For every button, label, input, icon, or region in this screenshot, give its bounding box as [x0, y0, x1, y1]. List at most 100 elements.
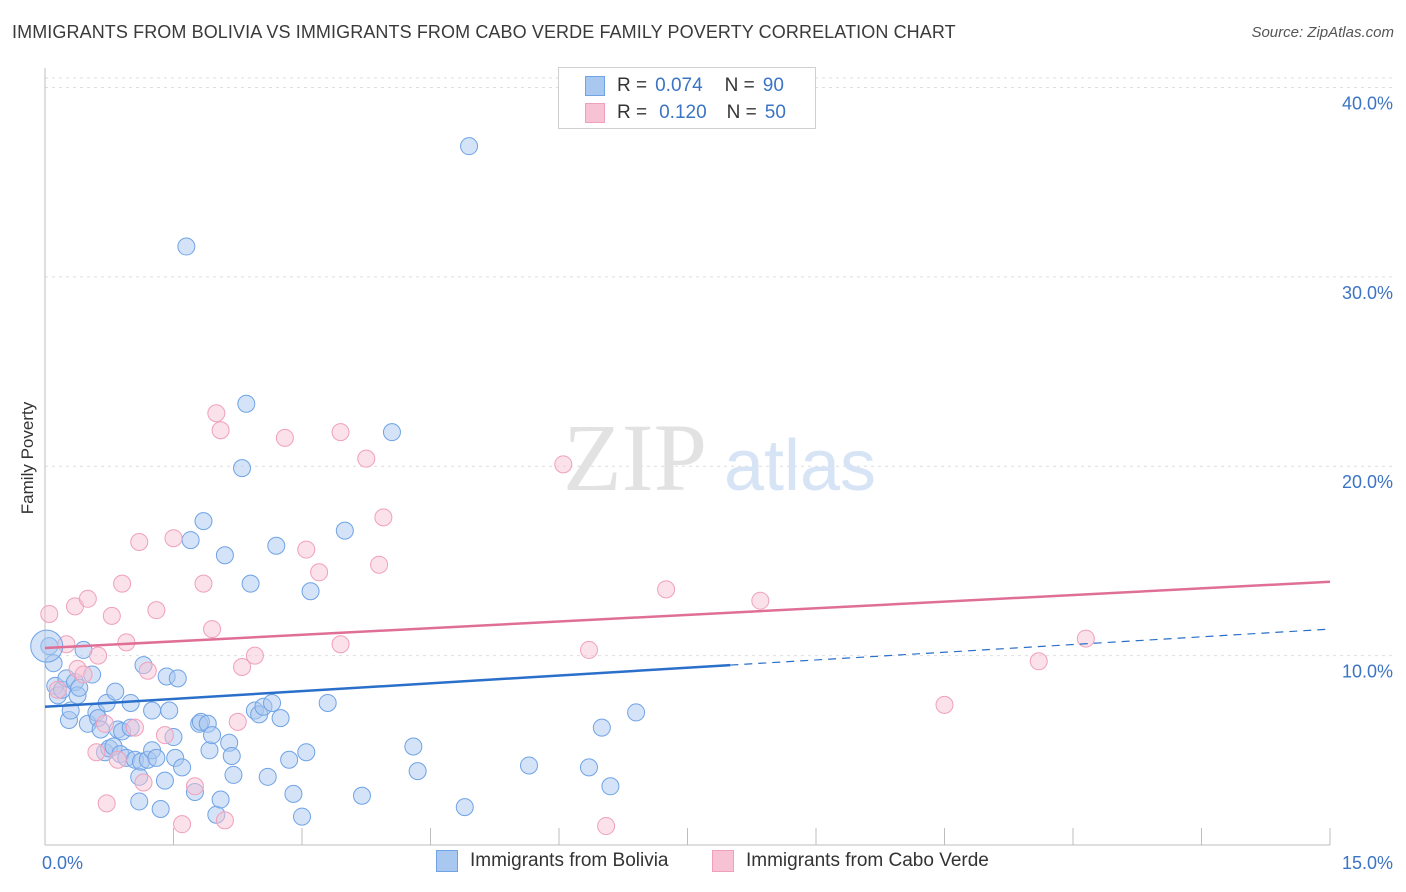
point-bolivia: [200, 741, 219, 760]
point-cabo-verde: [751, 591, 770, 610]
series-label-cabo-verde: Immigrants from Cabo Verde: [746, 850, 989, 871]
chart-title: IMMIGRANTS FROM BOLIVIA VS IMMIGRANTS FR…: [12, 22, 956, 42]
point-cabo-verde: [40, 604, 59, 623]
point-cabo-verde: [310, 563, 329, 582]
x-tick-labels: 0.0% 15.0%: [42, 853, 1393, 873]
point-cabo-verde: [78, 589, 97, 608]
point-bolivia: [168, 669, 187, 688]
y-tick-label: 40.0%: [1342, 93, 1393, 113]
point-cabo-verde: [207, 404, 226, 423]
point-cabo-verde: [935, 695, 954, 714]
point-bolivia: [155, 771, 174, 790]
point-cabo-verde: [134, 773, 153, 792]
point-cabo-verde: [95, 714, 114, 733]
point-cabo-verde: [357, 449, 376, 468]
stats-legend: R = 0.074 N = 90 R = 0.120 N = 50: [558, 67, 816, 129]
point-bolivia: [258, 767, 277, 786]
point-cabo-verde: [138, 661, 157, 680]
point-bolivia: [280, 750, 299, 769]
point-cabo-verde: [147, 601, 166, 620]
point-cabo-verde: [125, 718, 144, 737]
point-cabo-verde: [657, 580, 676, 599]
watermark-zip: ZIP: [563, 404, 707, 511]
point-cabo-verde: [113, 574, 132, 593]
x-tick-label: 15.0%: [1342, 853, 1393, 873]
point-bolivia: [520, 756, 539, 775]
point-cabo-verde: [203, 620, 222, 639]
series-legend-bolivia[interactable]: Immigrants from Bolivia: [436, 850, 669, 872]
point-bolivia: [601, 777, 620, 796]
point-bolivia: [181, 531, 200, 550]
legend-row-bolivia: R = 0.074 N = 90: [585, 74, 784, 98]
point-bolivia: [215, 546, 234, 565]
point-cabo-verde: [211, 421, 230, 440]
point-cabo-verde: [233, 657, 252, 676]
point-bolivia: [404, 737, 423, 756]
point-bolivia: [177, 237, 196, 256]
legend-r-label: R =: [617, 75, 648, 96]
point-bolivia: [318, 693, 337, 712]
point-bolivia: [106, 682, 125, 701]
point-bolivia: [382, 423, 401, 442]
point-cabo-verde: [245, 646, 264, 665]
point-bolivia: [151, 800, 170, 819]
point-bolivia: [143, 701, 162, 720]
point-bolivia: [408, 762, 427, 781]
point-cabo-verde: [164, 529, 183, 548]
point-cabo-verde: [297, 540, 316, 559]
point-bolivia: [130, 792, 149, 811]
point-cabo-verde: [108, 750, 127, 769]
point-cabo-verde: [87, 743, 106, 762]
point-cabo-verde: [185, 777, 204, 796]
y-tick-label: 30.0%: [1342, 283, 1393, 303]
point-cabo-verde: [215, 811, 234, 830]
series-swatch-bolivia: [436, 850, 458, 872]
axes: [44, 68, 1331, 846]
y-tick-label: 10.0%: [1342, 662, 1393, 682]
legend-n-value: 90: [762, 75, 784, 96]
point-bolivia: [222, 746, 241, 765]
point-bolivia: [211, 790, 230, 809]
point-bolivia: [194, 512, 213, 531]
point-cabo-verde: [331, 635, 350, 654]
point-cabo-verde: [173, 815, 192, 834]
trend-line-bolivia: [44, 663, 731, 708]
legend-r-value: 0.120: [659, 102, 707, 123]
point-bolivia: [293, 807, 311, 826]
chart-source: Source: ZipAtlas.com: [1251, 24, 1394, 41]
point-cabo-verde: [370, 555, 389, 574]
point-bolivia: [460, 137, 479, 156]
legend-swatch-cabo-verde: [585, 103, 605, 123]
point-bolivia: [160, 701, 179, 720]
legend-row-cabo-verde: R = 0.120 N = 50: [585, 101, 786, 125]
watermark-atlas: atlas: [724, 426, 876, 506]
legend-n-label: N =: [724, 75, 755, 96]
point-cabo-verde: [48, 680, 67, 699]
series-legend-cabo-verde[interactable]: Immigrants from Cabo Verde: [712, 850, 989, 872]
point-bolivia: [203, 726, 222, 745]
legend-swatch-bolivia: [585, 76, 605, 96]
y-tick-label: 20.0%: [1342, 472, 1393, 492]
watermark: ZIP atlas: [563, 404, 876, 511]
point-bolivia: [147, 748, 166, 767]
point-cabo-verde: [89, 646, 108, 665]
point-bolivia: [301, 582, 320, 601]
trend-lines: [44, 580, 1331, 708]
x-tick-label: 0.0%: [42, 853, 83, 873]
point-bolivia: [352, 786, 371, 805]
point-bolivia: [579, 758, 598, 777]
point-cabo-verde: [228, 712, 247, 731]
point-bolivia: [592, 718, 611, 737]
point-bolivia: [237, 394, 256, 413]
point-cabo-verde: [102, 606, 121, 625]
point-bolivia: [455, 798, 474, 817]
point-bolivia: [241, 574, 260, 593]
point-bolivia: [173, 758, 192, 777]
point-cabo-verde: [597, 817, 616, 836]
point-bolivia: [263, 693, 282, 712]
point-cabo-verde: [155, 726, 174, 745]
y-tick-labels: 10.0% 20.0% 30.0% 40.0%: [1342, 93, 1393, 681]
point-bolivia: [233, 459, 252, 478]
data-points: [30, 137, 1095, 836]
